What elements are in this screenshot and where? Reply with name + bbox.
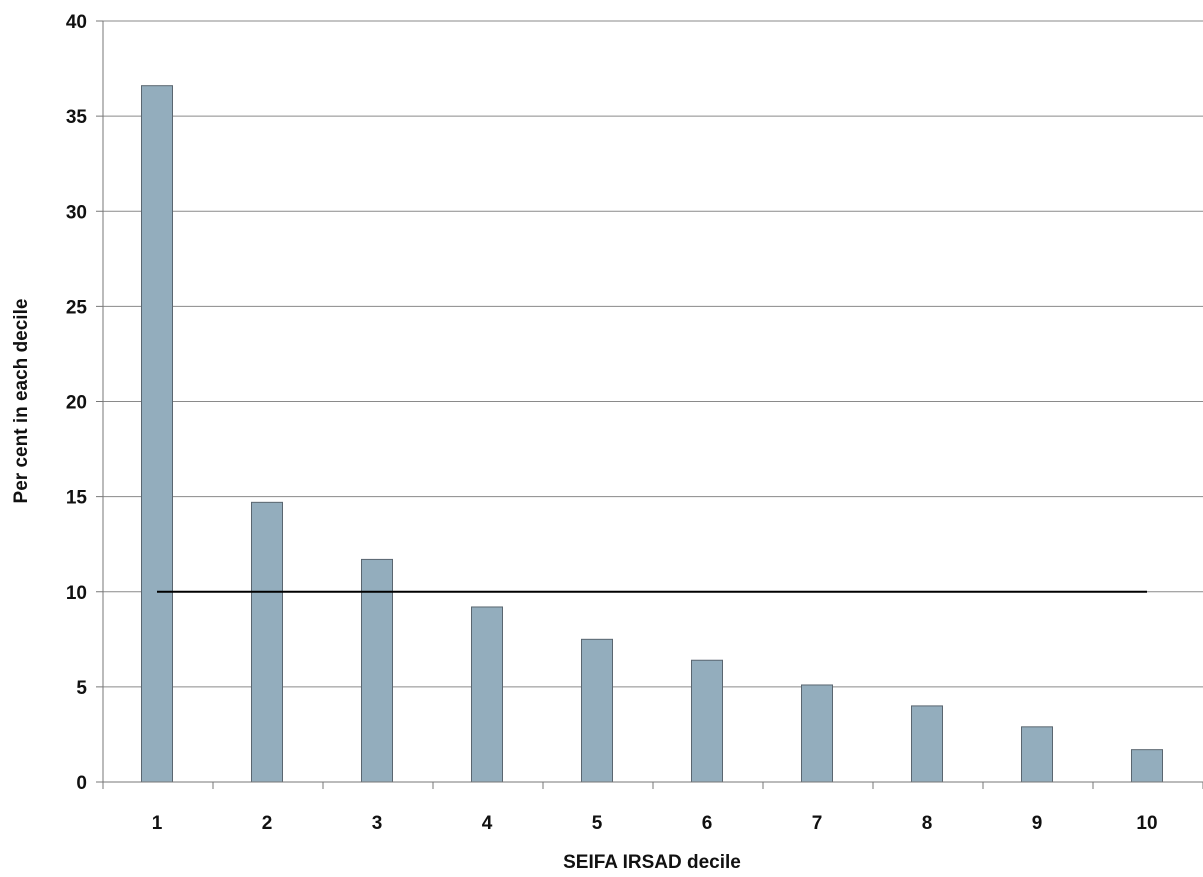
bar-decile-9 — [1021, 726, 1053, 783]
x-tick-label: 5 — [592, 813, 603, 834]
y-tick-label: 5 — [76, 678, 87, 699]
bar-decile-7 — [801, 684, 833, 783]
bar-decile-2 — [251, 501, 283, 783]
bar-decile-10 — [1131, 749, 1163, 783]
y-tick-label: 20 — [66, 393, 87, 414]
y-axis-title: Per cent in each decile — [11, 299, 32, 504]
y-tick-label: 35 — [66, 107, 88, 128]
bar-decile-3 — [361, 558, 393, 783]
x-tick-label: 9 — [1032, 813, 1043, 834]
bar-decile-8 — [911, 705, 943, 783]
bar-decile-4 — [471, 606, 503, 783]
x-tick-label: 3 — [372, 813, 383, 834]
bar-decile-5 — [581, 638, 613, 783]
bar-decile-1 — [141, 85, 173, 783]
x-axis-ticks: 1 2 3 4 5 6 7 8 9 10 — [102, 782, 1203, 834]
x-tick-label: 7 — [812, 813, 823, 834]
x-axis-title: SEIFA IRSAD decile — [563, 852, 741, 873]
bars — [141, 85, 1163, 783]
bar-decile-6 — [691, 659, 723, 783]
y-tick-label: 0 — [76, 773, 87, 794]
x-tick-label: 2 — [262, 813, 273, 834]
y-tick-label: 10 — [66, 583, 87, 604]
x-tick-label: 10 — [1136, 813, 1157, 834]
y-tick-label: 15 — [66, 488, 88, 509]
y-tick-label: 30 — [66, 202, 87, 223]
x-tick-label: 6 — [702, 813, 713, 834]
y-tick-label: 40 — [66, 12, 87, 33]
x-tick-label: 8 — [922, 813, 933, 834]
x-tick-label: 1 — [152, 813, 163, 834]
y-axis-ticks: 0 5 10 15 20 25 30 35 40 — [66, 12, 103, 794]
y-tick-label: 25 — [66, 297, 88, 318]
x-tick-label: 4 — [482, 813, 493, 834]
